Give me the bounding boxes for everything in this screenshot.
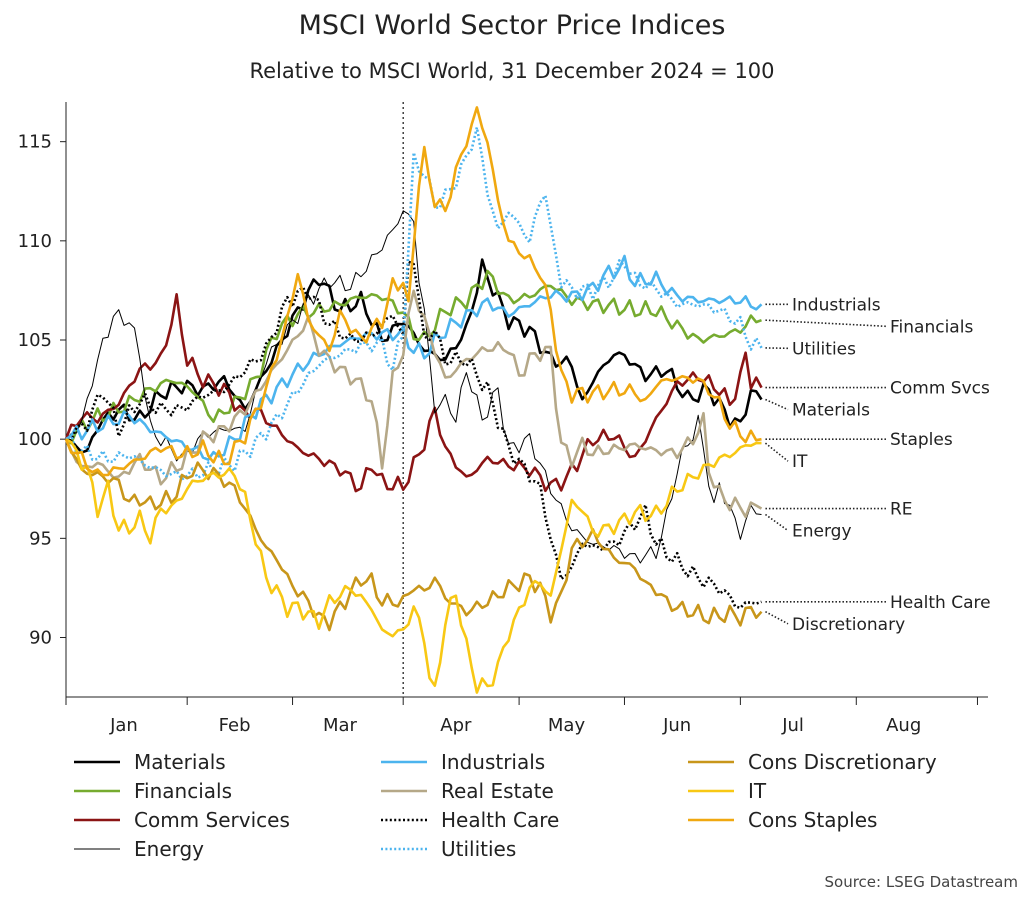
x-tick-label: Mar xyxy=(323,715,358,736)
series-line-financials xyxy=(65,269,762,445)
series-line-cons-discretionary xyxy=(64,438,763,632)
end-label: Discretionary xyxy=(792,615,905,635)
chart-title: MSCI World Sector Price Indices xyxy=(299,10,726,41)
series-line-materials xyxy=(65,258,763,454)
series-line-industrials xyxy=(65,254,763,462)
y-tick-label: 95 xyxy=(29,528,52,549)
x-tick-label: Apr xyxy=(440,715,472,736)
legend-label: Energy xyxy=(134,837,204,861)
end-label: Energy xyxy=(792,522,852,542)
legend-label: Comm Services xyxy=(134,808,290,832)
legend-label: Real Estate xyxy=(441,779,554,803)
end-label: Staples xyxy=(890,430,953,450)
series-line-it xyxy=(65,438,762,694)
legend-label: Financials xyxy=(134,779,232,803)
x-tick-label: Jun xyxy=(662,715,691,736)
y-tick-label: 100 xyxy=(18,429,52,450)
end-label: Materials xyxy=(792,401,870,421)
source-note: Source: LSEG Datastream xyxy=(825,873,1018,891)
series-line-utilities xyxy=(65,126,763,481)
end-label: Utilities xyxy=(792,339,856,359)
series-line-comm-services xyxy=(64,292,763,493)
series-line-cons-staples xyxy=(64,106,762,477)
end-label: IT xyxy=(792,452,808,472)
legend: Materials Financials Comm Services Energy In… xyxy=(74,750,937,861)
x-tick-label: Aug xyxy=(886,715,921,736)
legend-label: Cons Staples xyxy=(748,808,877,832)
legend-label: Health Care xyxy=(441,808,559,832)
end-label: Industrials xyxy=(792,295,881,315)
y-tick-label: 110 xyxy=(18,231,52,252)
end-label-leader xyxy=(765,319,887,328)
axes: 90 95 100 105 110 115 Jan Feb Mar Apr May Jun Jul Aug xyxy=(18,102,988,736)
x-tick-label: May xyxy=(548,715,586,736)
legend-label: Materials xyxy=(134,750,226,774)
end-label-leader xyxy=(764,513,789,532)
end-label-leader xyxy=(765,611,789,625)
end-label-leader xyxy=(764,442,789,462)
legend-label: Utilities xyxy=(441,837,516,861)
legend-label: Cons Discretionary xyxy=(748,750,937,774)
end-label: Health Care xyxy=(890,593,991,613)
series-lines xyxy=(64,106,763,694)
x-tick-label: Jul xyxy=(781,715,804,736)
x-tick-label: Jan xyxy=(109,715,138,736)
end-label: Financials xyxy=(890,317,973,337)
y-tick-label: 115 xyxy=(18,132,52,153)
chart-subtitle: Relative to MSCI World, 31 December 2024… xyxy=(249,59,774,83)
end-label: Comm Svcs xyxy=(890,379,990,399)
legend-label: Industrials xyxy=(441,750,545,774)
y-tick-label: 105 xyxy=(18,330,52,351)
end-label-leader xyxy=(765,398,789,411)
series-line-health-care xyxy=(65,260,762,610)
y-tick-label: 90 xyxy=(29,628,52,649)
end-label: RE xyxy=(890,500,913,520)
x-tick-label: Feb xyxy=(219,715,251,736)
legend-label: IT xyxy=(748,779,767,803)
end-labels: Industrials Financials Utilities Comm Svcs M… xyxy=(764,295,991,635)
series-line-real-estate xyxy=(64,289,763,519)
